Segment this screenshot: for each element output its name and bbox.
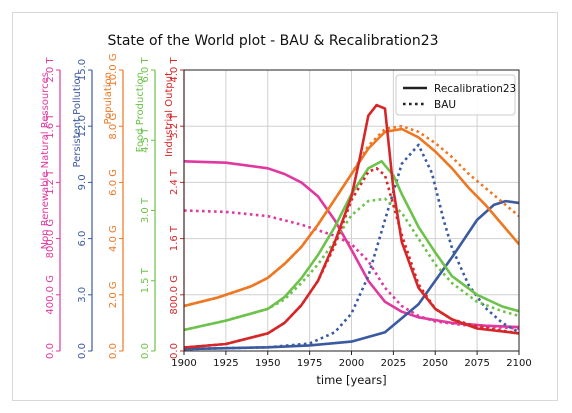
y-tick-label: 0.0 [169, 343, 180, 359]
legend-box [395, 74, 516, 116]
y-tick-label: 6.0 T [140, 57, 151, 83]
y-tick-label: 10.0 G [108, 53, 119, 86]
y-tick-label: 1.6 T [169, 225, 180, 251]
series-line-pop-dotted [184, 124, 519, 308]
y-tick-label: 1.6 T [45, 113, 56, 139]
series-line-ppol-dotted [184, 143, 519, 351]
y-tick-label: 0.0 [77, 343, 88, 359]
y-tick-label: 0.0 [45, 343, 56, 359]
y-axis-label: Food Production [135, 72, 146, 152]
y-tick-label: 4.5 T [140, 127, 151, 153]
y-tick-label: 4.0 G [108, 225, 119, 252]
y-tick-label: 6.0 [77, 231, 88, 247]
x-tick-label: 2000 [339, 358, 364, 369]
y-tick-label: 12.0 [77, 115, 88, 137]
y-axis-iout: 0.0 800.0 G 1.6 T 2.4 T 3.2 T 4.0 TIndustrial… [164, 57, 185, 359]
legend: Recalibration23 BAU [395, 74, 516, 116]
chart-title: State of the World plot - BAU & Recalibr… [107, 33, 438, 49]
y-tick-label: 9.0 [77, 174, 88, 190]
y-axis-label: Non Renewable Natural Ressources [40, 72, 51, 249]
y-tick-label: 800.0 G [45, 219, 56, 259]
series-line-ppol-solid [184, 199, 519, 351]
y-tick-label: 800.0 G [169, 275, 180, 315]
y-tick-label: 15.0 [77, 59, 88, 81]
y-tick-label: 1.2 T [45, 169, 56, 195]
y-tick-label: 3.0 [77, 287, 88, 303]
x-tick-label: 1975 [297, 358, 322, 369]
y-tick-label: 8.0 G [108, 113, 119, 140]
y-axis-label: Industrial Output [164, 72, 175, 157]
x-tick-label: 2050 [423, 358, 448, 369]
series-line-iout-solid [184, 103, 519, 349]
series-line-food-solid [184, 160, 519, 332]
x-tick-label: 2075 [464, 358, 489, 369]
legend-label: Recalibration23 [434, 83, 516, 95]
y-axis-label: Population [103, 72, 114, 125]
x-tick-label: 1900 [171, 358, 196, 369]
y-tick-label: 1.5 T [140, 267, 151, 293]
x-tick-label: 2100 [506, 358, 531, 369]
series-line-pop-solid [184, 127, 519, 308]
y-tick-label: 400.0 G [45, 275, 56, 315]
y-tick-label: 2.0 T [45, 57, 56, 83]
y-tick-label: 0.0 [140, 343, 151, 359]
y-tick-label: 2.0 G [108, 281, 119, 308]
x-tick-label: 2025 [381, 358, 406, 369]
y-tick-label: 0.0 [108, 343, 119, 359]
world-chart: State of the World plot - BAU & Recalibr… [40, 33, 532, 387]
x-tick-label: 1950 [255, 358, 280, 369]
x-axis: 1900 1925 1950 1975 2000 2025 2050 2075 2100 [171, 351, 532, 369]
plot-lines [184, 103, 519, 351]
legend-label: BAU [434, 99, 456, 111]
x-tick-label: 1925 [213, 358, 238, 369]
series-line-food-dotted [184, 197, 519, 332]
y-tick-label: 3.2 T [169, 113, 180, 139]
x-axis-label: time [years] [316, 373, 386, 387]
y-tick-label: 6.0 G [108, 169, 119, 196]
y-axis-label: Persistent Pollution [72, 72, 83, 168]
y-tick-label: 3.0 T [140, 197, 151, 223]
y-tick-label: 4.0 T [169, 57, 180, 83]
series-line-iout-dotted [184, 167, 519, 349]
y-tick-label: 2.4 T [169, 169, 180, 195]
chart-frame: State of the World plot - BAU & Recalibr… [12, 12, 558, 401]
